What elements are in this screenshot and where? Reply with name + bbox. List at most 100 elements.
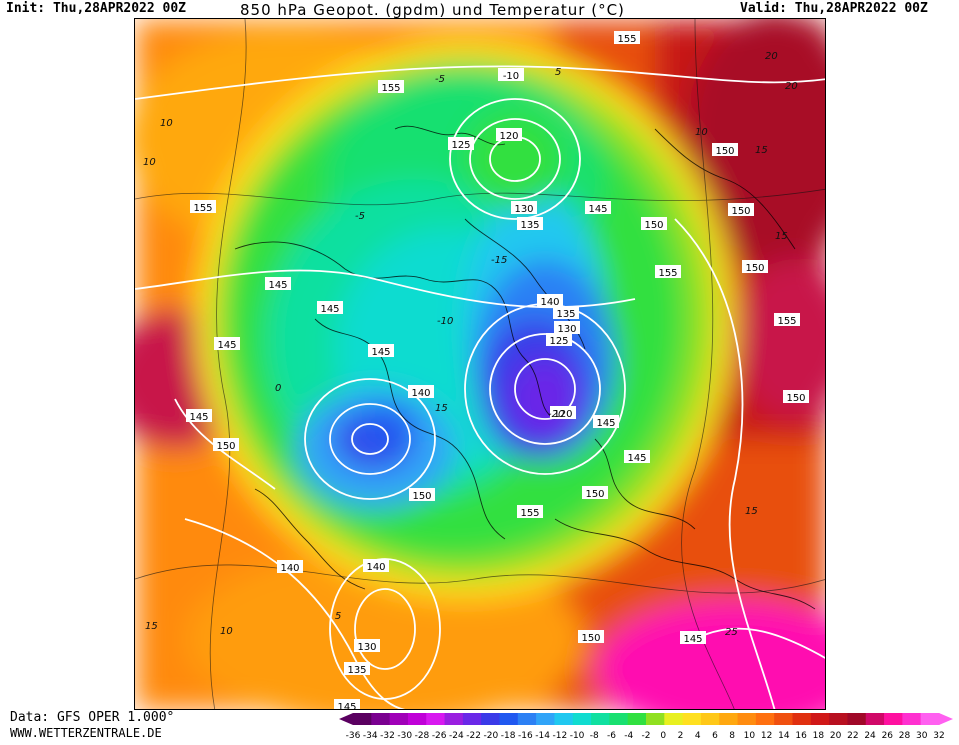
legend-swatch <box>517 713 537 725</box>
temperature-legend: -36 -34 -32 -30 -28 -26 -24 -22 -20 -18 -16 -14 -12-… <box>335 711 959 741</box>
legend-label: -22 <box>466 731 481 741</box>
website-link[interactable]: WWW.WETTERZENTRALE.DE <box>10 726 162 740</box>
legend-swatch <box>554 713 574 725</box>
geopotential-label: 145 <box>627 453 646 464</box>
legend-label: -12 <box>552 731 567 741</box>
geopotential-label: 150 <box>585 489 604 500</box>
geopotential-label: 145 <box>268 280 287 291</box>
legend-swatch <box>591 713 610 725</box>
geopotential-label: 145 <box>596 418 615 429</box>
geopotential-label: 150 <box>786 393 805 404</box>
legend-label: -24 <box>449 731 464 741</box>
temperature-label: -20 <box>548 409 564 420</box>
legend-swatch <box>920 713 940 725</box>
geopotential-label: 145 <box>337 702 356 710</box>
legend-label: 2 <box>678 731 684 741</box>
legend-label: 6 <box>712 731 718 741</box>
temperature-label: 10 <box>160 118 173 129</box>
geopotential-label: 140 <box>280 563 299 574</box>
geopotential-label: 155 <box>381 83 400 94</box>
geopotential-label: 155 <box>658 268 677 279</box>
legend-swatch <box>444 713 464 725</box>
geopotential-label: 120 <box>553 409 572 420</box>
map-title: 850 hPa Geopot. (gpdm) und Temperatur (°… <box>240 1 625 19</box>
temperature-label: 10 <box>695 127 708 138</box>
legend-label: 4 <box>695 731 701 741</box>
temperature-label: 10 <box>220 626 233 637</box>
temperature-label: 20 <box>785 81 798 92</box>
legend-swatch <box>407 713 427 725</box>
geopotential-label: 150 <box>412 491 431 502</box>
legend-swatch <box>572 713 592 725</box>
geopotential-label: 145 <box>320 304 339 315</box>
legend-label: -2 <box>642 731 651 741</box>
geopotential-label: 150 <box>581 633 600 644</box>
legend-swatch <box>353 713 372 725</box>
geopotential-label: 145 <box>217 340 236 351</box>
legend-label: 8 <box>729 731 735 741</box>
legend-swatch <box>865 713 885 725</box>
legend-swatch <box>792 713 812 725</box>
legend-swatch <box>664 713 684 725</box>
temperature-label: 15 <box>755 145 768 156</box>
temperature-label: 20 <box>765 51 778 62</box>
geopotential-label: 145 <box>588 204 607 215</box>
geopotential-label: 150 <box>745 263 764 274</box>
legend-label: -8 <box>590 731 599 741</box>
geopotential-label: 125 <box>549 336 568 347</box>
legend-swatch <box>829 713 848 725</box>
geopotential-label: 130 <box>357 642 376 653</box>
geopotential-label: 145 <box>189 412 208 423</box>
geopotential-label: 150 <box>731 206 750 217</box>
legend-label: 32 <box>933 731 944 741</box>
geopotential-label: 155 <box>520 508 539 519</box>
geopotential-label: 155 <box>617 34 636 45</box>
valid-time: Valid: Thu,28APR2022 00Z <box>740 1 928 16</box>
geopotential-label: 140 <box>540 297 559 308</box>
data-source: Data: GFS OPER 1.000° <box>10 710 175 725</box>
map-canvas: 155 155 -10 125 120 130 135 145 150 150 … <box>135 19 825 710</box>
temperature-label: 15 <box>775 231 788 242</box>
legend-label: -28 <box>415 731 430 741</box>
legend-label: -14 <box>535 731 550 741</box>
legend-swatch <box>810 713 830 725</box>
legend-swatch <box>627 713 647 725</box>
legend-swatch <box>847 713 867 725</box>
temperature-label: 25 <box>725 627 738 638</box>
legend-swatch <box>389 713 409 725</box>
geopotential-label: 130 <box>514 204 533 215</box>
legend-label: -20 <box>484 731 499 741</box>
temperature-label: 15 <box>145 621 158 632</box>
geopotential-label: 150 <box>644 220 663 231</box>
legend-label: -10 <box>570 731 585 741</box>
temperature-label: -10 <box>437 316 453 327</box>
geopotential-label: 145 <box>683 634 702 645</box>
geopotential-label: 155 <box>777 316 796 327</box>
temperature-label: 15 <box>435 403 448 414</box>
legend-swatch <box>884 713 903 725</box>
legend-swatch <box>481 713 500 725</box>
legend-label: -4 <box>624 731 633 741</box>
legend-swatch <box>609 713 629 725</box>
weather-map: 155 155 -10 125 120 130 135 145 150 150 … <box>134 18 826 710</box>
legend-label: -30 <box>397 731 412 741</box>
legend-label: 18 <box>813 731 825 741</box>
legend-label: 12 <box>761 731 772 741</box>
geopotential-label: 140 <box>366 562 385 573</box>
legend-swatch <box>646 713 665 725</box>
legend-swatch <box>371 713 391 725</box>
legend-label: -36 <box>346 731 361 741</box>
legend-swatch <box>902 713 922 725</box>
legend-arrow-right <box>939 713 953 725</box>
init-time: Init: Thu,28APR2022 00Z <box>6 1 187 16</box>
legend-label: 0 <box>660 731 666 741</box>
legend-canvas: -36 -34 -32 -30 -28 -26 -24 -22 -20 -18 -16 -14 -12-… <box>339 713 953 741</box>
geopotential-label: 125 <box>451 140 470 151</box>
legend-swatch <box>682 713 702 725</box>
isotherm-contours <box>135 19 825 709</box>
geopotential-label: 145 <box>371 347 390 358</box>
geopotential-label: 150 <box>216 441 235 452</box>
legend-swatch <box>499 713 519 725</box>
legend-swatch <box>737 713 757 725</box>
temperature-labels: 5 -5 10 10 10 15 20 15 -15 -10 15 10 -20… <box>143 51 798 638</box>
